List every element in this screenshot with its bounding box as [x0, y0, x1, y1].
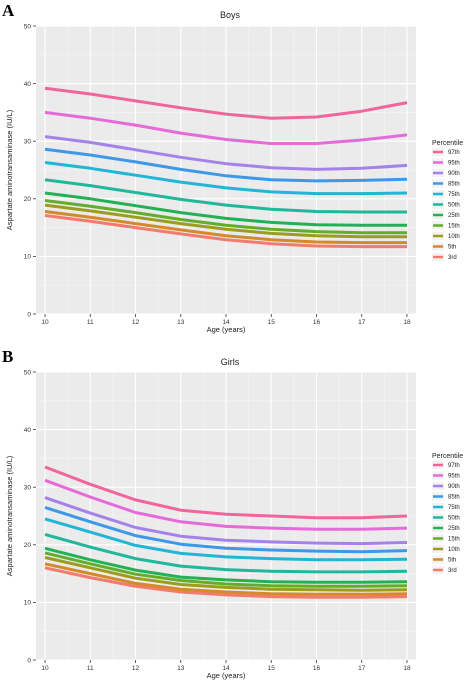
x-tick-label: 14 [222, 665, 230, 672]
legend-title: Percentile [432, 453, 463, 460]
series-line-10th [44, 556, 408, 592]
y-tick-label: 20 [24, 196, 32, 203]
legend: 97th 95th 90th 85th 75th 50th 25th 15th 10th 5th 3… [432, 148, 460, 261]
legend-label-15th: 15th [448, 224, 460, 230]
legend-label-5th: 5th [448, 558, 456, 564]
series-line-90th [44, 135, 408, 171]
legend-label-25th: 25th [448, 213, 460, 219]
legend-label-75th: 75th [448, 505, 460, 511]
y-tick-label: 30 [24, 485, 32, 492]
x-axis-label: Age (years) [207, 671, 246, 680]
legend-label-97th: 97th [448, 150, 460, 156]
series-line-50th [44, 532, 408, 574]
y-tick-label: 30 [24, 139, 32, 146]
y-tick-label: 40 [24, 427, 32, 434]
series-line-85th [44, 147, 408, 183]
series-line-25th [44, 191, 407, 227]
percentile-lines [44, 465, 408, 599]
legend-label-95th: 95th [448, 474, 460, 480]
y-tick-label: 40 [24, 81, 32, 88]
series-line-75th [44, 517, 408, 562]
x-tick-label: 13 [177, 665, 185, 672]
x-tick-label: 10 [41, 319, 49, 326]
legend-label-97th: 97th [448, 463, 460, 469]
legend-label-90th: 90th [448, 484, 460, 490]
legend-label-3rd: 3rd [448, 568, 457, 574]
x-tick-label: 18 [403, 319, 411, 326]
girls-chart-panel: B Girls 0 10 20 30 40 50 10 11 12 13 14 15 16 17 18 A… [2, 347, 463, 680]
chart-title-girls: Girls [221, 357, 240, 367]
series-line-50th [44, 178, 407, 214]
legend-title: Percentile [432, 140, 463, 147]
legend-label-5th: 5th [448, 245, 456, 251]
y-tick-label: 50 [24, 369, 32, 376]
x-tick-label: 16 [313, 319, 321, 326]
x-tick-label: 12 [132, 665, 140, 672]
legend-label-50th: 50th [448, 203, 460, 209]
series-line-10th [44, 203, 407, 239]
series-line-5th [44, 562, 408, 596]
legend-label-15th: 15th [448, 537, 460, 543]
chart-title-boys: Boys [220, 10, 241, 20]
series-line-97th [44, 465, 408, 520]
x-tick-label: 17 [358, 319, 366, 326]
legend-label-95th: 95th [448, 161, 460, 167]
y-tick-label: 20 [24, 542, 32, 549]
series-line-95th [44, 110, 408, 145]
legend-label-10th: 10th [448, 234, 460, 240]
series-line-15th [44, 551, 408, 588]
legend-label-90th: 90th [448, 171, 460, 177]
x-axis-ticks: 10 11 12 13 14 15 16 17 18 [41, 314, 411, 326]
y-tick-label: 0 [27, 311, 31, 318]
boys-chart-panel: A Boys 0 10 20 30 40 50 10 11 12 13 14 15 16 17 18 Ag… [2, 1, 463, 334]
y-axis-ticks: 0 10 20 30 40 50 [24, 23, 36, 318]
y-axis-label: Aspartate aminotransaminase (IU/L) [5, 455, 14, 576]
series-line-15th [44, 199, 407, 235]
series-line-97th [44, 86, 408, 120]
x-axis-ticks: 10 11 12 13 14 15 16 17 18 [41, 660, 411, 672]
panel-letter-a: A [2, 1, 15, 20]
x-tick-label: 15 [268, 665, 276, 672]
x-tick-label: 15 [268, 319, 276, 326]
y-tick-label: 10 [24, 254, 32, 261]
x-tick-label: 14 [222, 319, 230, 326]
legend-label-85th: 85th [448, 182, 460, 188]
x-tick-label: 10 [41, 665, 49, 672]
y-tick-label: 50 [24, 23, 32, 30]
series-line-3rd [44, 566, 408, 599]
legend-label-75th: 75th [448, 192, 460, 198]
panel-letter-b: B [2, 347, 13, 366]
legend: 97th 95th 90th 85th 75th 50th 25th 15th 10th 5th 3… [432, 461, 460, 574]
series-line-5th [44, 210, 407, 245]
series-line-85th [44, 505, 408, 554]
x-tick-label: 11 [87, 665, 94, 672]
y-axis-ticks: 0 10 20 30 40 50 [24, 369, 36, 664]
legend-label-50th: 50th [448, 516, 460, 522]
legend-label-25th: 25th [448, 526, 460, 532]
series-line-3rd [44, 214, 407, 249]
y-axis-label: Aspartate aminotransaminase (IU/L) [5, 109, 14, 230]
x-tick-label: 13 [177, 319, 185, 326]
x-tick-label: 17 [358, 665, 366, 672]
percentile-lines [44, 86, 408, 249]
series-line-25th [44, 546, 408, 584]
legend-label-3rd: 3rd [448, 255, 457, 261]
series-line-75th [44, 161, 408, 196]
series-line-95th [44, 478, 408, 531]
y-tick-label: 10 [24, 600, 32, 607]
x-tick-label: 11 [87, 319, 94, 326]
legend-label-10th: 10th [448, 547, 460, 553]
series-line-90th [44, 496, 408, 546]
y-tick-label: 0 [27, 657, 31, 664]
x-tick-label: 16 [313, 665, 321, 672]
x-axis-label: Age (years) [207, 325, 246, 334]
x-tick-label: 12 [132, 319, 140, 326]
x-tick-label: 18 [403, 665, 411, 672]
legend-label-85th: 85th [448, 495, 460, 501]
